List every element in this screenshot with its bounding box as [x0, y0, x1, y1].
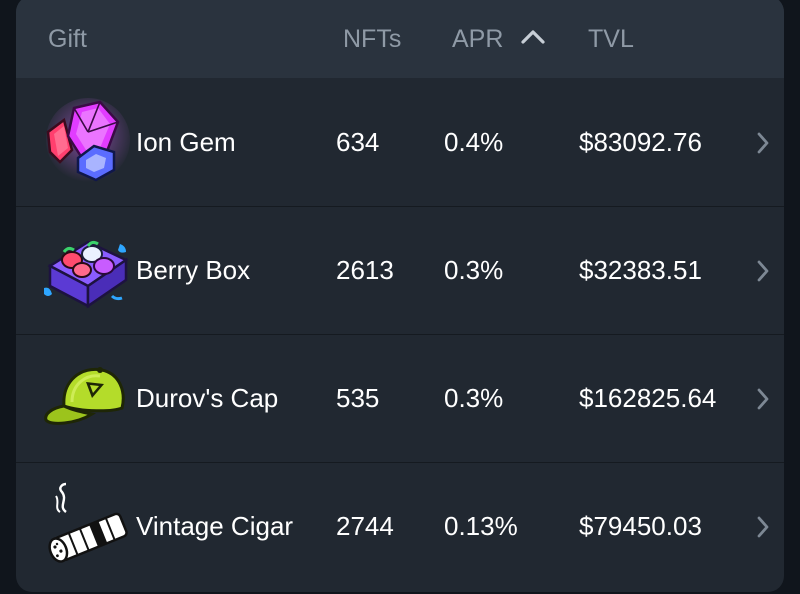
gift-name: Ion Gem — [136, 127, 236, 157]
tvl-value: $32383.51 — [579, 255, 702, 285]
nfts-count: 2744 — [336, 511, 394, 541]
apr-value: 0.3% — [444, 255, 504, 285]
chevron-right-icon[interactable] — [756, 515, 770, 539]
chevron-right-icon[interactable] — [756, 387, 770, 411]
tvl-value: $79450.03 — [579, 511, 702, 541]
gift-name: Berry Box — [136, 255, 251, 285]
table-row-durovs-cap[interactable]: Durov's Cap 535 0.3% $162825.64 — [16, 334, 784, 462]
apr-value: 0.13% — [444, 511, 518, 541]
gift-name: Durov's Cap — [136, 383, 279, 413]
chevron-right-icon[interactable] — [756, 131, 770, 155]
table-row-ion-gem[interactable]: Ion Gem 634 0.4% $83092.76 — [16, 78, 784, 206]
gift-name: Vintage Cigar — [136, 511, 294, 541]
column-header-gift[interactable]: Gift — [48, 25, 87, 53]
nfts-count: 634 — [336, 127, 380, 157]
table-row-vintage-cigar[interactable]: Vintage Cigar 2744 0.13% $79450.03 — [16, 462, 784, 590]
nfts-count: 535 — [336, 383, 380, 413]
row-divider — [16, 206, 784, 207]
column-header-nfts[interactable]: NFTs — [343, 25, 402, 53]
tvl-value: $83092.76 — [579, 127, 702, 157]
apr-value: 0.4% — [444, 127, 504, 157]
column-header-apr[interactable]: APR — [452, 25, 504, 53]
row-divider — [16, 334, 784, 335]
chevron-up-icon[interactable] — [520, 27, 546, 45]
nfts-count: 2613 — [336, 255, 394, 285]
apr-value: 0.3% — [444, 383, 504, 413]
vintage-cigar-icon — [48, 482, 128, 563]
ion-gem-icon — [46, 98, 130, 182]
table-row-berry-box[interactable]: Berry Box 2613 0.3% $32383.51 — [16, 206, 784, 334]
chevron-right-icon[interactable] — [756, 259, 770, 283]
tvl-value: $162825.64 — [579, 383, 717, 413]
row-divider — [16, 462, 784, 463]
column-header-tvl[interactable]: TVL — [588, 25, 634, 53]
table-header: Gift NFTs APR TVL — [16, 0, 784, 78]
gifts-table: Gift NFTs APR TVL Ion G — [16, 0, 784, 592]
berry-box-icon — [44, 240, 129, 309]
durovs-cap-icon — [44, 367, 125, 425]
